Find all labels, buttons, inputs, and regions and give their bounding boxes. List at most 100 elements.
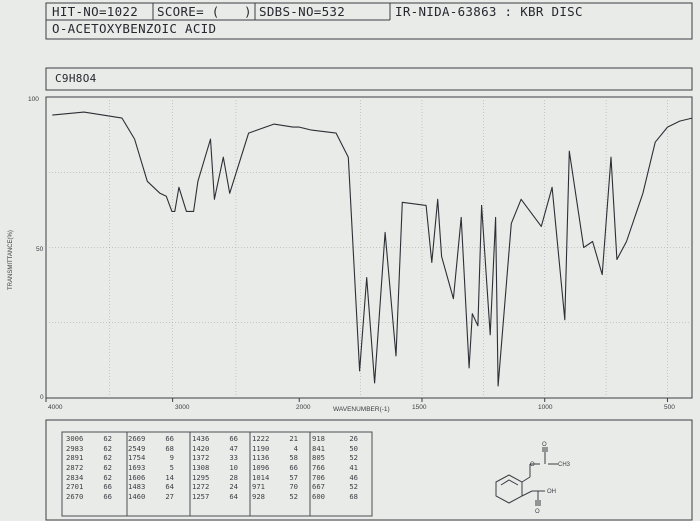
score-close: )	[244, 4, 252, 19]
sdbs-number: SDBS-NO=532	[259, 4, 346, 19]
ir-nida-number: IR-NIDA-63863 : KBR DISC	[395, 4, 583, 19]
peak-transmittance: 24	[229, 482, 238, 492]
peak-wavenumber: 1754	[128, 453, 146, 463]
ester-oxygen-label: O	[530, 462, 535, 468]
peak-transmittance: 62	[103, 453, 112, 463]
peak-row: 1014 57	[252, 473, 298, 483]
peak-row: 2669 66	[128, 434, 174, 444]
peak-wavenumber: 918	[312, 434, 325, 443]
peak-transmittance: 52	[289, 492, 298, 502]
peak-row: 2834 62	[66, 473, 112, 483]
peak-transmittance: 41	[349, 463, 358, 473]
peak-wavenumber: 1308	[192, 463, 210, 473]
peak-wavenumber: 1272	[192, 482, 210, 492]
peak-transmittance: 10	[229, 463, 238, 473]
peak-transmittance: 70	[289, 482, 298, 492]
x-tick-label: 4000	[48, 404, 63, 411]
peak-transmittance: 5	[169, 463, 174, 473]
peak-row: 1295 28	[192, 473, 238, 483]
peak-wavenumber: 971	[252, 482, 265, 492]
peak-row: 1257 64	[192, 492, 238, 502]
peak-transmittance: 27	[165, 492, 174, 502]
peak-wavenumber: 1096	[252, 463, 270, 473]
peak-wavenumber: 2891	[66, 453, 84, 463]
peak-transmittance: 50	[349, 443, 358, 453]
peak-wavenumber: 928	[252, 492, 265, 502]
peak-transmittance: 68	[165, 443, 174, 453]
peak-transmittance: 62	[103, 443, 112, 453]
peak-row: 667 52	[312, 482, 358, 492]
peak-transmittance: 66	[289, 463, 298, 473]
peak-wavenumber: 1420	[192, 443, 210, 453]
peak-wavenumber: 2834	[66, 472, 84, 482]
peak-row: 2670 66	[66, 492, 112, 502]
peak-row: 928 52	[252, 492, 298, 502]
peak-wavenumber: 2872	[66, 463, 84, 473]
peak-row: 918 26	[312, 434, 358, 444]
peak-transmittance: 57	[289, 472, 298, 482]
x-tick-label: 1000	[538, 404, 553, 411]
peak-row: 1308 10	[192, 463, 238, 473]
peak-wavenumber: 3006	[66, 434, 84, 443]
peak-row: 600 68	[312, 492, 358, 502]
peak-row: 2549 68	[128, 444, 174, 454]
peak-transmittance: 62	[103, 472, 112, 482]
peak-row: 1272 24	[192, 482, 238, 492]
peak-transmittance: 46	[349, 472, 358, 482]
peak-column: 1222 21 1190 4 1136 58 1096 66 1014 57 971 70 928 52	[252, 434, 298, 502]
peak-wavenumber: 1295	[192, 472, 210, 482]
y-tick-label: 0	[40, 394, 44, 401]
score-label: SCORE= (	[157, 4, 220, 19]
peak-row: 2891 62	[66, 453, 112, 463]
peak-transmittance: 62	[103, 434, 112, 443]
peak-transmittance: 52	[349, 482, 358, 492]
peak-wavenumber: 706	[312, 472, 325, 482]
peak-column: 1436 66 1420 47 1372 33 1308 10 1295 28 1272 24 1257…	[192, 434, 238, 502]
peak-wavenumber: 1460	[128, 492, 146, 502]
peak-row: 1460 27	[128, 492, 174, 502]
x-tick-label: 500	[664, 404, 675, 411]
peak-row: 1606 14	[128, 473, 174, 483]
peak-transmittance: 33	[229, 453, 238, 463]
peak-wavenumber: 1372	[192, 453, 210, 463]
peak-wavenumber: 600	[312, 492, 325, 502]
peak-row: 1372 33	[192, 453, 238, 463]
peak-transmittance: 28	[229, 472, 238, 482]
peak-row: 2983 62	[66, 444, 112, 454]
peak-transmittance: 66	[103, 482, 112, 492]
peak-transmittance: 68	[349, 492, 358, 502]
peak-wavenumber: 1190	[252, 443, 270, 453]
peak-wavenumber: 1483	[128, 482, 146, 492]
peak-wavenumber: 1014	[252, 472, 270, 482]
peak-wavenumber: 2983	[66, 443, 84, 453]
peak-row: 1136 58	[252, 453, 298, 463]
peak-row: 971 70	[252, 482, 298, 492]
peak-row: 766 41	[312, 463, 358, 473]
peak-transmittance: 66	[103, 492, 112, 502]
peak-row: 1096 66	[252, 463, 298, 473]
peak-wavenumber: 1693	[128, 463, 146, 473]
peak-wavenumber: 667	[312, 482, 325, 492]
peak-row: 1483 64	[128, 482, 174, 492]
peak-transmittance: 14	[165, 472, 174, 482]
peak-column: 3006 62 2983 62 2891 62 2872 62 2834 62 2701 66 2670…	[66, 434, 112, 502]
peak-transmittance: 58	[289, 453, 298, 463]
peak-transmittance: 64	[165, 482, 174, 492]
peak-row: 1420 47	[192, 444, 238, 454]
spectrum-line	[52, 111, 693, 387]
peak-wavenumber: 1222	[252, 434, 270, 443]
peak-wavenumber: 766	[312, 463, 325, 473]
peak-column: 2669 66 2549 68 1754 9 1693 5 1606 14 1483 64 1460 27	[128, 434, 174, 502]
compound-name: O-ACETOXYBENZOIC ACID	[52, 21, 217, 36]
peak-row: 706 46	[312, 473, 358, 483]
molecular-formula: C9H8O4	[55, 72, 97, 85]
hit-number: HIT-NO=1022	[52, 4, 139, 19]
peak-wavenumber: 841	[312, 443, 325, 453]
peak-transmittance: 9	[169, 453, 174, 463]
peak-row: 2872 62	[66, 463, 112, 473]
peak-row: 1754 9	[128, 453, 174, 463]
peak-wavenumber: 2549	[128, 443, 146, 453]
peak-wavenumber: 1606	[128, 472, 146, 482]
peak-row: 841 50	[312, 444, 358, 454]
